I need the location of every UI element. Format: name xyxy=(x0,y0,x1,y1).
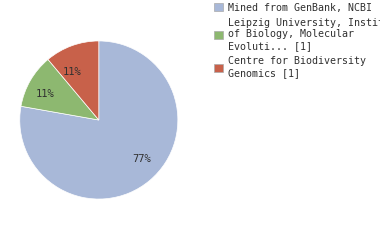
Text: 11%: 11% xyxy=(62,67,81,77)
Wedge shape xyxy=(48,41,99,120)
Text: 11%: 11% xyxy=(36,89,54,99)
Wedge shape xyxy=(20,41,178,199)
Legend: Mined from GenBank, NCBI [7], Leipzig University, Institute
of Biology, Molecula: Mined from GenBank, NCBI [7], Leipzig Un… xyxy=(212,0,380,80)
Wedge shape xyxy=(21,60,99,120)
Text: 77%: 77% xyxy=(132,154,150,164)
